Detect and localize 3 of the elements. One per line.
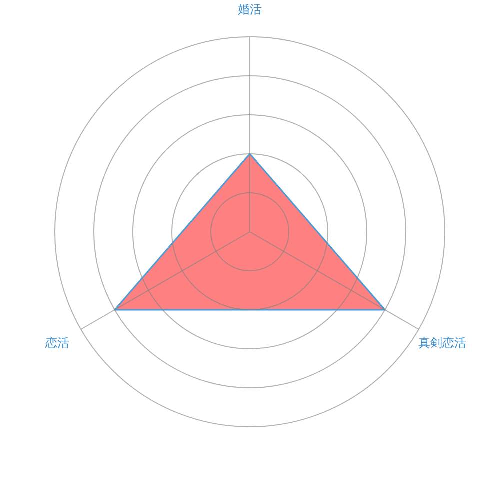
spoke-label: 恋活 (44, 336, 70, 350)
spoke-label: 真剣恋活 (418, 336, 467, 350)
spoke-label: 婚活 (238, 2, 262, 17)
